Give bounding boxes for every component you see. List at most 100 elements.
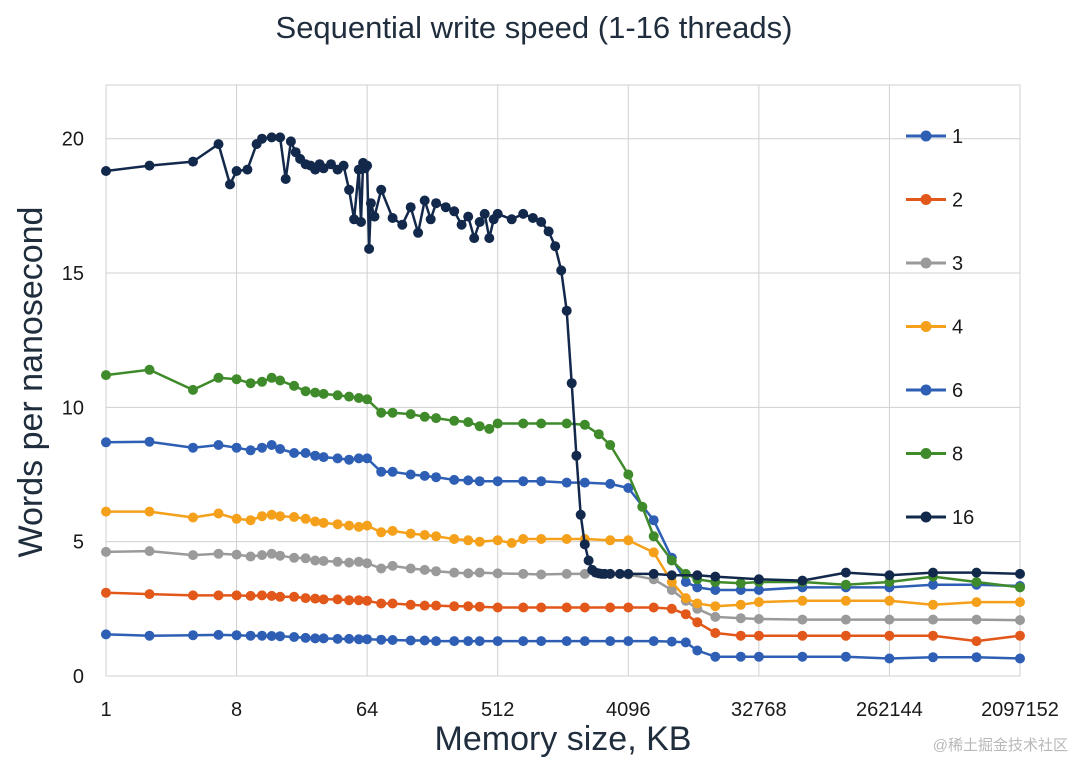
data-point: [332, 519, 343, 530]
data-point: [449, 534, 460, 544]
data-point: [463, 601, 474, 612]
data-point: [289, 512, 300, 522]
data-point: [257, 590, 267, 601]
data-point: [583, 555, 594, 566]
data-point: [680, 577, 691, 587]
data-point: [474, 567, 485, 578]
data-point: [245, 445, 256, 456]
data-point: [362, 453, 373, 464]
data-point: [285, 136, 296, 147]
legend-marker: [920, 194, 932, 205]
data-point: [213, 372, 224, 383]
data-point: [419, 600, 430, 611]
data-point: [928, 614, 938, 625]
data-point: [518, 418, 529, 429]
data-point: [579, 477, 590, 488]
data-point: [536, 418, 547, 429]
data-point: [289, 380, 300, 391]
data-point: [666, 570, 677, 581]
data-point: [405, 409, 416, 420]
data-point: [144, 589, 155, 600]
data-point: [561, 534, 572, 544]
data-point: [840, 595, 851, 606]
data-point: [710, 611, 721, 622]
data-point: [637, 501, 648, 512]
data-point: [387, 466, 398, 477]
data-point: [518, 568, 529, 579]
data-point: [231, 590, 242, 601]
data-point: [692, 570, 703, 581]
data-point: [561, 477, 572, 488]
data-point: [376, 563, 387, 574]
data-point: [310, 387, 321, 398]
data-point: [648, 636, 659, 647]
data-point: [648, 547, 659, 558]
data-point: [231, 630, 242, 641]
data-point: [362, 558, 373, 569]
data-point: [518, 636, 529, 647]
x-tick-label: 512: [481, 699, 514, 721]
data-point: [492, 636, 503, 647]
data-point: [753, 651, 764, 662]
data-point: [242, 164, 253, 175]
data-point: [666, 555, 677, 566]
legend-label: 8: [952, 444, 963, 466]
data-point: [518, 476, 529, 487]
data-point: [971, 614, 982, 625]
x-tick-label: 1: [100, 699, 111, 721]
y-tick-label: 0: [73, 666, 84, 688]
data-point: [797, 614, 808, 625]
data-point: [338, 160, 349, 171]
data-point: [245, 630, 256, 641]
data-point: [257, 511, 267, 522]
data-point: [144, 436, 155, 447]
data-point: [376, 527, 387, 538]
data-point: [289, 448, 300, 458]
data-point: [362, 520, 373, 531]
data-point: [735, 578, 746, 589]
data-point: [735, 599, 746, 610]
data-point: [431, 636, 442, 647]
data-point: [275, 591, 286, 602]
data-point: [971, 567, 982, 578]
data-point: [550, 241, 561, 252]
data-point: [275, 444, 286, 454]
data-point: [440, 202, 451, 213]
data-point: [144, 630, 155, 641]
data-point: [310, 450, 321, 461]
series-16: [101, 132, 1025, 586]
x-tick-label: 32768: [731, 699, 787, 721]
data-point: [840, 651, 851, 662]
data-point: [474, 636, 485, 647]
data-point: [536, 569, 547, 580]
data-point: [318, 594, 329, 605]
data-point: [310, 633, 321, 644]
data-point: [257, 630, 267, 641]
data-point: [1015, 568, 1025, 579]
data-point: [289, 632, 300, 642]
data-point: [928, 652, 938, 663]
data-point: [463, 535, 474, 546]
data-point: [463, 568, 474, 579]
data-point: [710, 601, 721, 612]
data-point: [543, 226, 554, 237]
data-point: [575, 509, 586, 520]
legend-item-1: 1: [906, 126, 963, 148]
data-point: [449, 415, 460, 426]
data-point: [648, 568, 659, 579]
data-point: [474, 217, 485, 227]
data-point: [376, 466, 387, 477]
data-point: [144, 160, 155, 171]
legend-marker: [920, 511, 932, 523]
data-point: [492, 418, 503, 429]
data-point: [332, 633, 343, 644]
legend-marker: [920, 321, 932, 332]
legend-marker: [920, 130, 932, 142]
data-point: [456, 219, 467, 230]
data-point: [266, 548, 277, 559]
data-point: [753, 614, 764, 624]
data-point: [318, 163, 329, 174]
data-point: [289, 552, 300, 563]
data-point: [579, 539, 590, 550]
data-point: [1015, 582, 1025, 593]
